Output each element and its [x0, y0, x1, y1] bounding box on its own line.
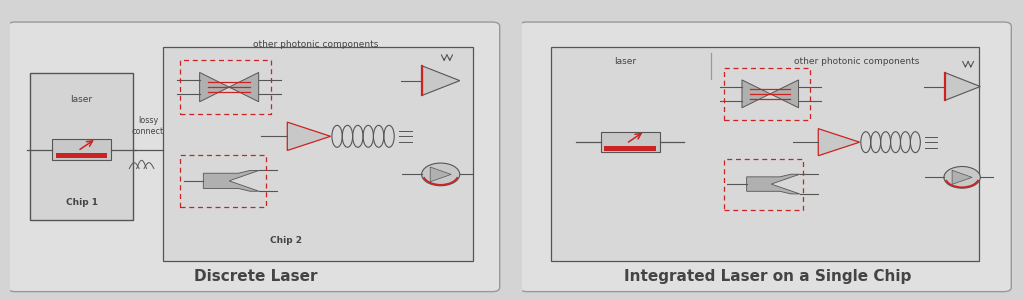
- Polygon shape: [288, 122, 331, 150]
- Text: Chip 1: Chip 1: [66, 198, 97, 207]
- Polygon shape: [204, 170, 259, 191]
- FancyBboxPatch shape: [600, 132, 659, 152]
- Text: Integrated Laser on a Single Chip: Integrated Laser on a Single Chip: [624, 269, 911, 284]
- Text: laser: laser: [614, 57, 636, 66]
- Polygon shape: [200, 72, 229, 102]
- Bar: [551, 47, 979, 261]
- Polygon shape: [770, 80, 799, 108]
- Bar: [30, 73, 133, 220]
- Text: lossy
connect: lossy connect: [132, 116, 164, 136]
- Text: other photonic components: other photonic components: [794, 57, 919, 66]
- Polygon shape: [952, 170, 972, 184]
- Polygon shape: [746, 174, 800, 194]
- FancyBboxPatch shape: [519, 22, 1012, 292]
- FancyBboxPatch shape: [8, 22, 500, 292]
- Bar: [604, 146, 655, 151]
- FancyBboxPatch shape: [52, 139, 111, 160]
- Text: Chip 2: Chip 2: [269, 236, 302, 245]
- Text: other photonic components: other photonic components: [253, 39, 378, 48]
- Polygon shape: [945, 73, 980, 100]
- Polygon shape: [818, 129, 859, 156]
- Polygon shape: [742, 80, 770, 108]
- Text: Discrete Laser: Discrete Laser: [195, 269, 317, 284]
- Text: laser: laser: [71, 95, 92, 104]
- Polygon shape: [229, 72, 259, 102]
- Polygon shape: [423, 66, 460, 95]
- Bar: [163, 47, 473, 261]
- Polygon shape: [430, 167, 452, 182]
- Circle shape: [944, 167, 980, 188]
- Bar: [56, 153, 108, 158]
- Circle shape: [422, 163, 460, 186]
